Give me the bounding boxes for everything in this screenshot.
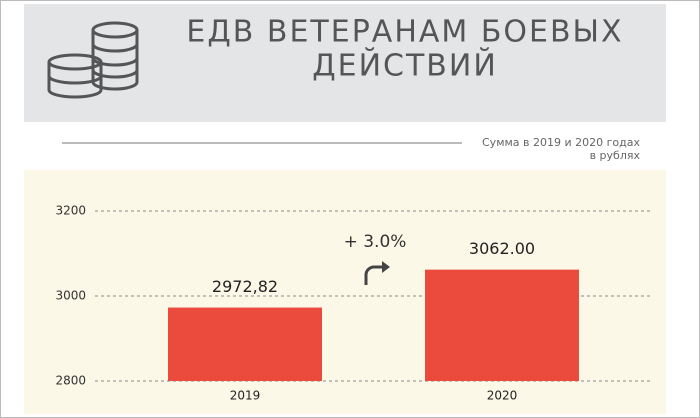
- x-tick-label: 2019: [230, 389, 261, 403]
- y-tick-label: 2800: [55, 374, 86, 388]
- value-label: 3062.00: [469, 239, 535, 258]
- x-tick-label: 2020: [487, 389, 518, 403]
- bar: [425, 269, 579, 381]
- bar: [168, 307, 322, 381]
- coins-icon: [47, 21, 139, 99]
- arrow: [364, 265, 384, 285]
- subtitle: Сумма в 2019 и 2020 годах: [482, 136, 640, 149]
- y-tick-label: 3000: [55, 289, 86, 303]
- annotation: + 3.0%: [344, 232, 407, 252]
- chart-title: ДЕЙСТВИЙ: [312, 48, 498, 84]
- y-tick-label: 3200: [55, 204, 86, 218]
- value-label: 2972,82: [212, 277, 278, 296]
- arrow-head: [382, 261, 390, 273]
- subtitle: в рублях: [590, 149, 641, 162]
- chart-title: ЕДВ ВЕТЕРАНАМ БОЕВЫХ: [186, 15, 623, 50]
